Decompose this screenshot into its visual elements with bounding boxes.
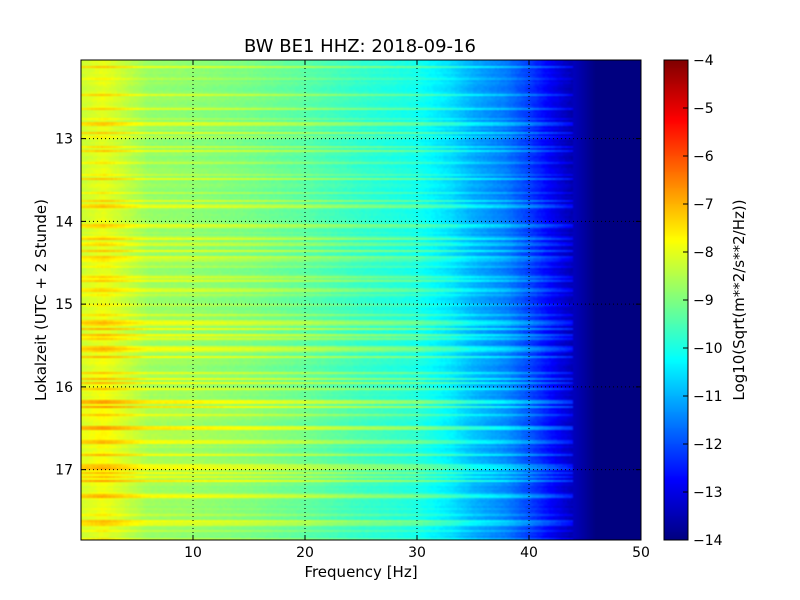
colorbar-ticks: −4 −5 −6 −7 −8 −9 −10 −11 −12 −13 −14 [683, 53, 723, 549]
spectrogram-heatmap [81, 60, 641, 540]
x-tick-label: 50 [632, 545, 650, 561]
y-axis-label: Lokalzeit (UTC + 2 Stunde) [32, 199, 50, 401]
x-axis-label: Frequency [Hz] [304, 563, 417, 581]
colorbar-tick-label: −10 [693, 341, 723, 357]
colorbar-tick-label: −5 [693, 101, 714, 117]
colorbar-label: Log10(Sqrt(m**2/s**2/Hz)) [730, 199, 748, 400]
colorbar-tick-label: −14 [693, 533, 723, 549]
y-axis-ticks: 13 14 15 16 17 [55, 132, 641, 479]
x-tick-label: 30 [408, 545, 426, 561]
plot-frame [80, 59, 642, 541]
y-tick-label: 17 [55, 463, 73, 479]
y-tick-label: 15 [55, 297, 73, 313]
colorbar-tick-label: −13 [693, 485, 723, 501]
x-axis-ticks: 10 20 30 40 50 [184, 60, 650, 561]
grid-lines [81, 60, 641, 540]
colorbar-tick-label: −12 [693, 437, 723, 453]
x-tick-label: 20 [296, 545, 314, 561]
y-tick-label: 16 [55, 380, 73, 396]
colorbar-tick-label: −4 [693, 53, 714, 69]
colorbar-tick-label: −8 [693, 245, 714, 261]
y-tick-label: 14 [55, 214, 73, 230]
colorbar: −4 −5 −6 −7 −8 −9 −10 −11 −12 −13 −14 [663, 53, 723, 549]
y-tick-label: 13 [55, 132, 73, 148]
chart-title: BW BE1 HHZ: 2018-09-16 [244, 36, 476, 57]
colorbar-tick-label: −9 [693, 293, 714, 309]
colorbar-tick-label: −11 [693, 389, 723, 405]
x-tick-label: 40 [520, 545, 538, 561]
x-tick-label: 10 [184, 545, 202, 561]
plot-area: 10 20 30 40 50 13 14 15 16 17 [55, 59, 650, 561]
colorbar-tick-label: −7 [693, 197, 714, 213]
colorbar-tick-label: −6 [693, 149, 714, 165]
